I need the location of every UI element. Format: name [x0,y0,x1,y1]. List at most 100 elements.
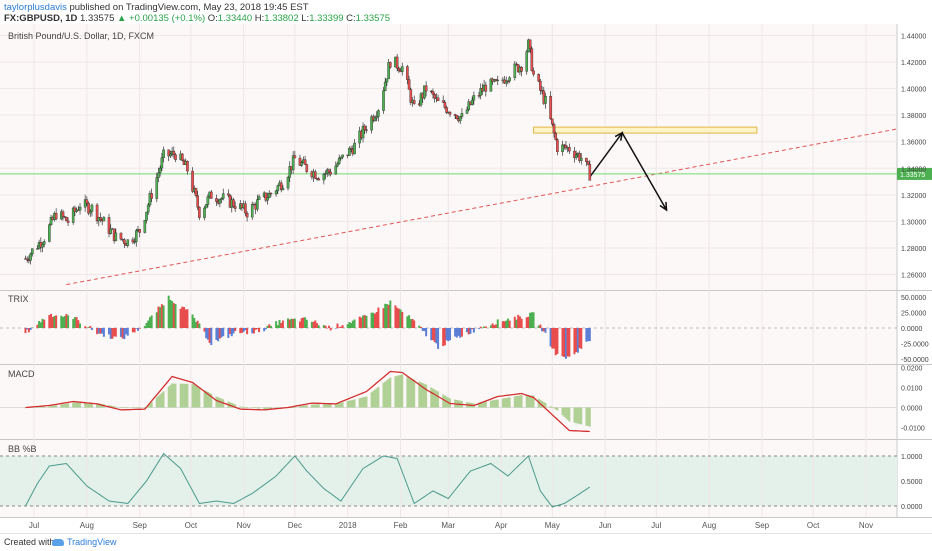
macd-hist-bar [302,405,305,408]
trix-bar [179,308,182,328]
trix-bar [411,318,414,328]
candle-body [71,207,75,223]
trix-bar [171,300,174,328]
macd-hist-bar [269,407,272,409]
candle-body [250,204,254,218]
candle-body [158,167,162,174]
trix-bar [97,328,100,334]
trix-bar [351,320,354,328]
macd-hist-bar [575,407,578,424]
change-value: +0.00135 (+0.1%) [129,13,206,24]
trix-bar [575,328,578,353]
macd-hist-bar [525,395,528,408]
candle-body [424,85,428,92]
candle-body [264,192,268,201]
trix-bar [113,328,116,337]
macd-hist-bar [50,406,53,408]
low-label: L: [301,13,310,24]
candle-body [131,239,135,243]
candle-body [513,63,517,78]
trix-bar [358,316,361,328]
macd-hist-bar [147,405,150,408]
candle-body [256,199,259,210]
macd-hist-bar [79,402,82,408]
candle-body [274,190,278,195]
trix-bar [90,328,93,330]
macd-hist-bar [326,404,329,408]
macd-hist-bar [72,402,75,408]
macd-hist-bar [418,381,421,408]
macd-hist-bar [293,406,296,408]
trix-bar [578,328,581,349]
trix-bar [281,320,284,328]
macd-hist-bar [421,383,424,408]
macd-hist-bar [351,399,354,408]
chart-area[interactable]: 1.33575 Jul Aug Sep Oct Nov Dec 2018 Feb Mar Apr M… [0,24,932,533]
trix-bar [430,328,433,341]
trix-bar [455,328,458,338]
macd-hist-bar [75,402,78,408]
trix-bar [472,328,475,333]
trix-bar [551,328,554,349]
trix-bar [324,325,327,328]
candle-body [377,110,380,117]
trix-bar [87,327,90,328]
macd-hist-bar [382,382,385,408]
trix-bar [406,316,409,328]
macd-hist-bar [194,385,197,408]
trix-bar [39,322,42,328]
trix-bar [341,325,344,328]
macd-hist-bar [348,400,351,408]
trix-bar [288,319,291,328]
candle-body [204,204,208,209]
trix-bar [218,328,221,339]
macd-hist-bar [126,407,129,409]
trix-bar [31,327,34,329]
candle-body [412,100,416,104]
macd-hist-bar [305,405,308,408]
trix-bar [99,328,102,334]
trix-bar [96,328,99,335]
macd-hist-bar [193,384,196,408]
macd-hist-bar [148,403,151,408]
macd-hist-bar [353,399,356,408]
candle-body [145,211,148,221]
macd-hist-bar [63,403,66,408]
candle-body [574,154,578,158]
macd-hist-bar [244,407,247,408]
candle-body [66,220,70,223]
macd-hist-bar [275,407,278,409]
candle-body [227,193,230,196]
x-tick-label: Nov [859,521,873,530]
open-label: O: [207,13,218,24]
macd-hist-bar [109,405,112,408]
trix-bar [252,328,255,334]
trix-bar [60,315,63,328]
candle-body [215,198,218,202]
macd-hist-bar [254,407,257,409]
macd-hist-bar [159,394,162,408]
open-value: 1.33440 [217,13,253,24]
macd-hist-bar [549,406,552,408]
tradingview-logo[interactable]: TradingView [52,537,117,547]
macd-hist-bar [322,404,325,408]
trix-bar [435,328,438,344]
macd-hist-bar [360,397,363,408]
trix-bar [518,316,521,328]
macd-hist-bar [113,406,116,408]
candle-body [314,171,317,179]
trix-bar [305,319,308,328]
macd-hist-bar [155,397,158,408]
trix-bar [346,324,349,328]
trix-bar [26,328,29,330]
trix-bar [530,312,533,328]
candle-body [395,56,399,69]
trix-bar [554,328,557,356]
price-scale[interactable] [897,24,932,517]
candle-body [528,39,532,49]
trix-bar [275,321,278,328]
chart-header: taylorplusdavis published on TradingView… [0,0,932,24]
candles-layer [24,38,592,265]
candle-body [133,241,136,243]
author-link[interactable]: taylorplusdavis [4,2,67,13]
